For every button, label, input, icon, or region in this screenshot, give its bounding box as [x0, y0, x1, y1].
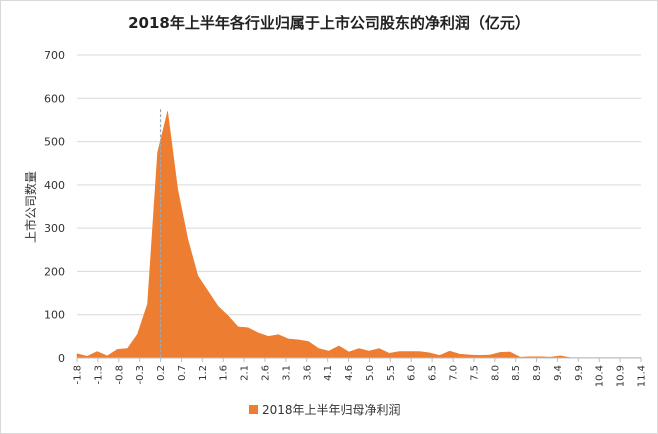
y-tick-label: 600: [44, 92, 65, 105]
area-series-layer: [76, 109, 642, 359]
x-axis-ticks: -1.8 -1.3 -0.8 -0.3 0.2 0.7 1.2 1.6 2.1 2.6 3.1 3.6…: [73, 358, 648, 387]
x-tick-label: 6.5: [428, 365, 439, 381]
x-tick-label: 2.1: [240, 365, 251, 381]
x-tick-label: 7.5: [469, 365, 480, 381]
y-tick-label: 100: [44, 309, 65, 322]
x-tick-label: 8.5: [511, 365, 522, 381]
y-tick-label: 500: [44, 136, 65, 149]
y-tick-label: 200: [44, 265, 65, 278]
x-tick-label: 8.9: [532, 365, 543, 381]
y-tick-label: 700: [44, 49, 65, 62]
legend: 2018年上半年归母净利润: [249, 403, 401, 417]
x-tick-label: 4.1: [323, 365, 334, 381]
x-tick-label: 5.0: [365, 365, 376, 381]
x-tick-label: 10.9: [616, 365, 627, 387]
y-tick-label: 300: [44, 222, 65, 235]
legend-label: 2018年上半年归母净利润: [262, 403, 401, 417]
x-tick-label: -0.8: [114, 365, 125, 385]
x-tick-label: 7.0: [449, 365, 460, 381]
x-tick-label: 5.5: [386, 365, 397, 381]
x-tick-label: -1.3: [93, 365, 104, 385]
area-series: [76, 111, 642, 359]
chart-title: 2018年上半年各行业归属于上市公司股东的净利润（亿元）: [128, 14, 530, 32]
x-tick-label: 11.4: [637, 365, 648, 387]
x-tick-label: 3.6: [302, 365, 313, 381]
x-tick-label: 4.6: [344, 365, 355, 381]
x-tick-label: 8.0: [490, 365, 501, 381]
x-tick-label: -0.3: [135, 365, 146, 385]
x-tick-label: 0.2: [156, 365, 167, 381]
x-tick-label: 6.0: [407, 365, 418, 381]
legend-swatch: [249, 405, 258, 414]
x-tick-label: 3.1: [281, 365, 292, 381]
x-tick-label: 1.2: [198, 365, 209, 381]
y-axis-ticks: 0 100 200 300 400 500 600 700: [44, 49, 65, 365]
y-tick-label: 0: [58, 352, 65, 365]
x-tick-label: 9.4: [553, 365, 564, 381]
x-tick-label: 1.6: [219, 365, 230, 381]
y-axis-label: 上市公司数量: [23, 171, 38, 243]
x-tick-label: 0.7: [177, 365, 188, 381]
x-tick-label: 9.9: [574, 365, 585, 381]
y-tick-label: 400: [44, 179, 65, 192]
x-tick-label: 10.4: [595, 365, 606, 387]
x-tick-label: -1.8: [73, 365, 84, 385]
x-tick-label: 2.6: [261, 365, 272, 381]
